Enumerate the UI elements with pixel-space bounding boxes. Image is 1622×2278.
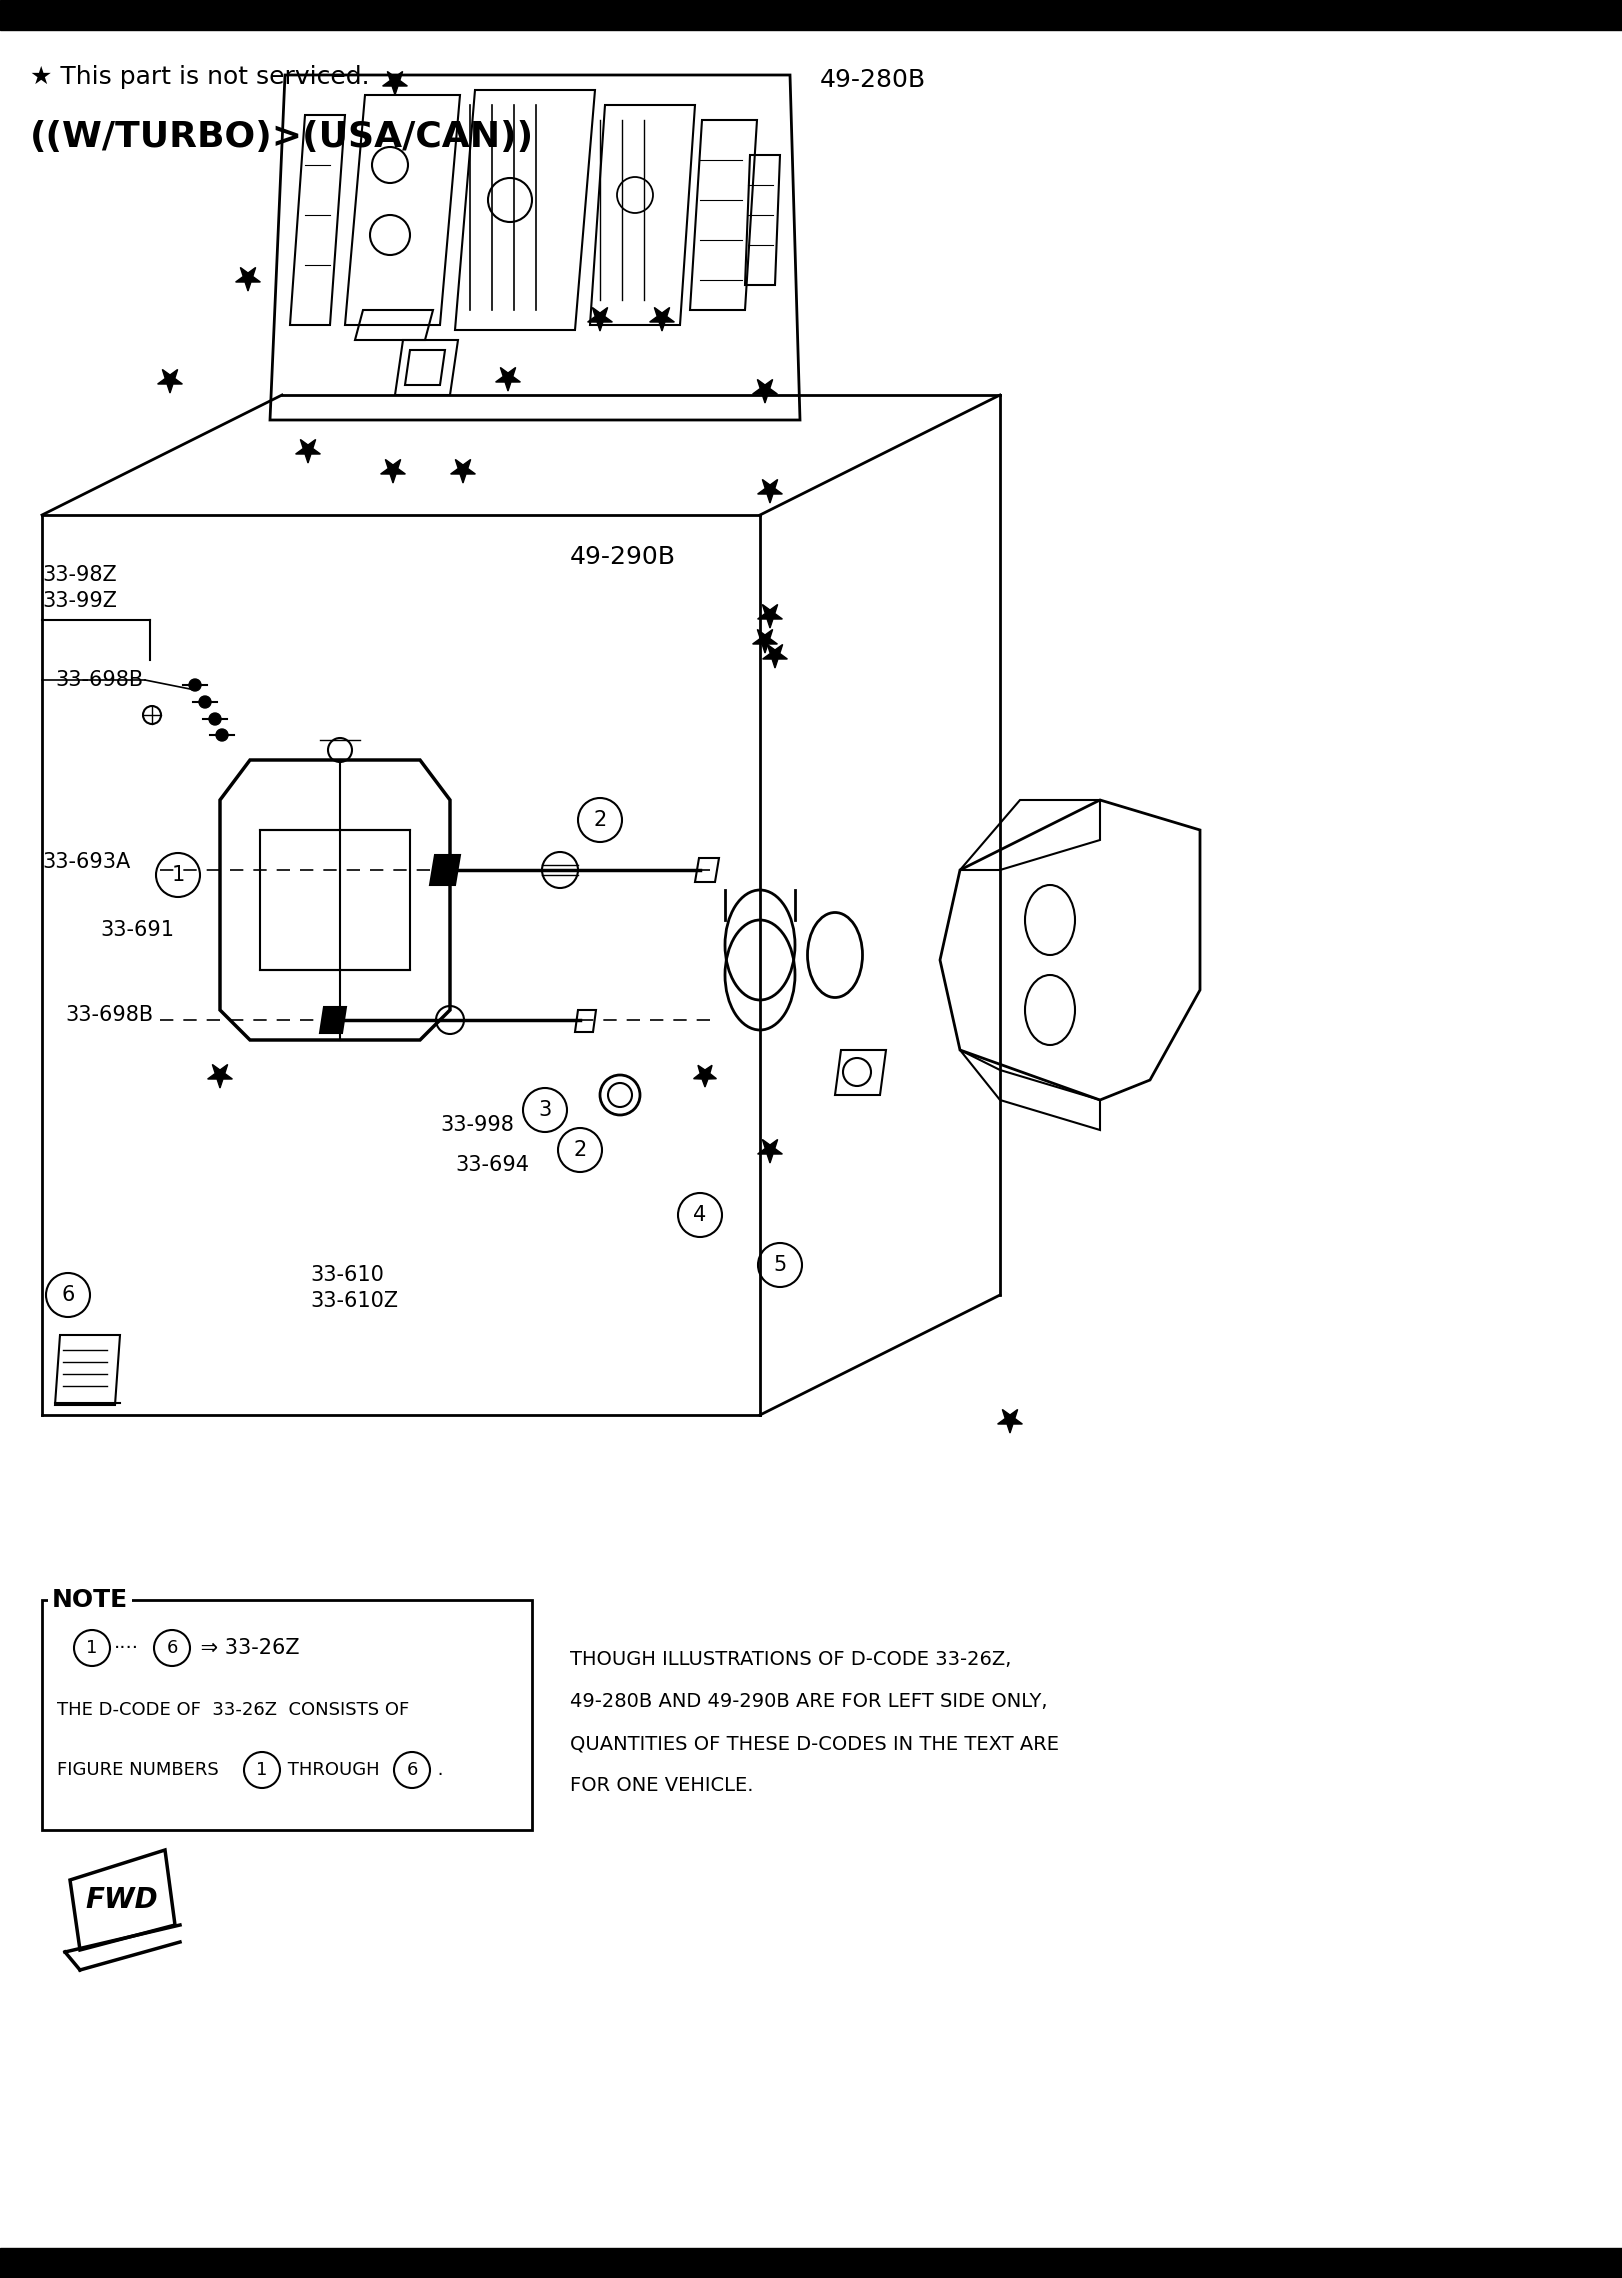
Polygon shape <box>451 460 475 483</box>
Polygon shape <box>295 440 321 462</box>
Text: 4: 4 <box>693 1205 707 1226</box>
Bar <box>0 0 1622 30</box>
Text: 1: 1 <box>256 1761 268 1779</box>
Circle shape <box>200 697 211 708</box>
Polygon shape <box>381 460 406 483</box>
Text: 33-998: 33-998 <box>440 1114 514 1134</box>
Polygon shape <box>235 267 261 292</box>
Text: ((W/TURBO)>(USA/CAN)): ((W/TURBO)>(USA/CAN)) <box>29 121 534 155</box>
Text: THOUGH ILLUSTRATIONS OF D-CODE 33-26Z,: THOUGH ILLUSTRATIONS OF D-CODE 33-26Z, <box>569 1649 1012 1670</box>
Bar <box>42 1599 532 1829</box>
Polygon shape <box>998 1410 1022 1433</box>
Polygon shape <box>757 604 782 629</box>
Text: 33-98Z
33-99Z: 33-98Z 33-99Z <box>42 565 117 611</box>
Polygon shape <box>157 369 182 394</box>
Text: ⇒ 33-26Z: ⇒ 33-26Z <box>195 1638 300 1658</box>
Text: 49-280B: 49-280B <box>821 68 926 91</box>
Text: 49-280B AND 49-290B ARE FOR LEFT SIDE ONLY,: 49-280B AND 49-290B ARE FOR LEFT SIDE ON… <box>569 1693 1048 1711</box>
Polygon shape <box>496 367 521 392</box>
Polygon shape <box>650 308 675 330</box>
Text: FIGURE NUMBERS: FIGURE NUMBERS <box>57 1761 224 1779</box>
Text: 33-698B: 33-698B <box>55 670 143 690</box>
Text: 2: 2 <box>573 1139 587 1160</box>
Text: FOR ONE VEHICLE.: FOR ONE VEHICLE. <box>569 1777 754 1795</box>
Text: 6: 6 <box>62 1285 75 1305</box>
Text: ····: ···· <box>114 1638 139 1658</box>
Text: 33-694: 33-694 <box>456 1155 529 1175</box>
Polygon shape <box>208 1064 232 1089</box>
Bar <box>0 2248 1622 2278</box>
Text: NOTE: NOTE <box>52 1588 128 1613</box>
Polygon shape <box>587 308 613 330</box>
Polygon shape <box>383 71 407 96</box>
Text: ★ This part is not serviced.: ★ This part is not serviced. <box>29 66 370 89</box>
Polygon shape <box>694 1066 717 1087</box>
Text: 49-290B: 49-290B <box>569 544 676 570</box>
Circle shape <box>216 729 229 740</box>
Text: THE D-CODE OF  33-26Z  CONSISTS OF: THE D-CODE OF 33-26Z CONSISTS OF <box>57 1702 409 1720</box>
Text: 33-610
33-610Z: 33-610 33-610Z <box>310 1264 397 1312</box>
Polygon shape <box>757 1139 782 1164</box>
Text: 6: 6 <box>407 1761 418 1779</box>
Text: 2: 2 <box>594 811 607 829</box>
Text: QUANTITIES OF THESE D-CODES IN THE TEXT ARE: QUANTITIES OF THESE D-CODES IN THE TEXT … <box>569 1734 1059 1754</box>
Polygon shape <box>762 645 787 667</box>
Text: 3: 3 <box>539 1100 551 1121</box>
Text: 5: 5 <box>774 1255 787 1276</box>
Circle shape <box>209 713 221 724</box>
Polygon shape <box>320 1007 345 1032</box>
Text: 1: 1 <box>86 1638 97 1656</box>
Text: 33-691: 33-691 <box>101 920 174 941</box>
Text: THROUGH: THROUGH <box>282 1761 386 1779</box>
Text: 33-698B: 33-698B <box>65 1005 152 1025</box>
Polygon shape <box>753 629 777 654</box>
Text: 1: 1 <box>172 866 185 884</box>
Polygon shape <box>430 854 461 884</box>
Text: .: . <box>431 1761 443 1779</box>
Text: FWD: FWD <box>86 1886 159 1914</box>
Polygon shape <box>757 478 782 503</box>
Text: 33-693A: 33-693A <box>42 852 130 872</box>
Circle shape <box>190 679 201 690</box>
Polygon shape <box>753 380 777 403</box>
Text: 6: 6 <box>167 1638 178 1656</box>
